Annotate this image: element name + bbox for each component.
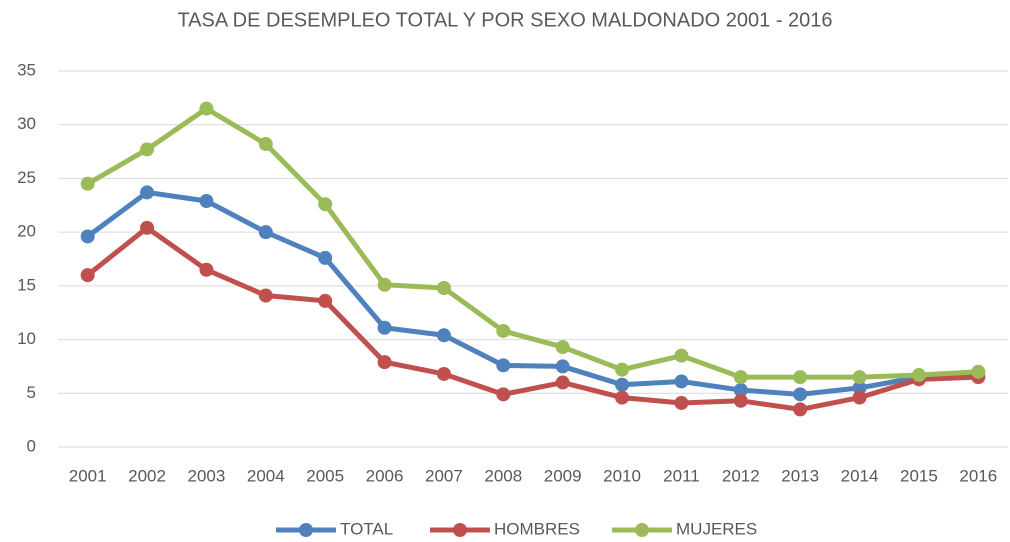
series-line (86, 225, 979, 412)
data-point (199, 193, 214, 208)
x-tick-label: 2003 (188, 466, 226, 485)
x-tick-label: 2008 (484, 466, 522, 485)
x-tick-label: 2012 (722, 466, 760, 485)
x-tick-label: 2005 (306, 466, 344, 485)
x-tick-label: 2001 (69, 466, 107, 485)
y-tick-label: 30 (17, 114, 36, 133)
data-point (258, 225, 273, 240)
legend-marker (453, 523, 467, 537)
data-point (318, 293, 333, 308)
x-tick-label: 2004 (247, 466, 285, 485)
x-tick-label: 2016 (959, 466, 997, 485)
data-point (140, 142, 155, 157)
data-point (80, 268, 95, 283)
x-tick-label: 2010 (603, 466, 641, 485)
data-point (555, 340, 570, 355)
data-point (258, 137, 273, 152)
data-point (377, 277, 392, 292)
data-point (140, 185, 155, 200)
data-point (733, 370, 748, 385)
data-point (436, 281, 451, 296)
data-point (674, 395, 689, 410)
data-point (852, 390, 867, 405)
data-point (615, 390, 630, 405)
chart-title: TASA DE DESEMPLEO TOTAL Y POR SEXO MALDO… (177, 9, 832, 31)
data-point (971, 364, 986, 379)
x-tick-label: 2009 (544, 466, 582, 485)
data-point (199, 262, 214, 277)
y-tick-label: 10 (17, 329, 36, 348)
y-tick-label: 0 (27, 436, 36, 455)
data-point (793, 402, 808, 417)
data-point (80, 176, 95, 191)
y-tick-label: 35 (17, 60, 36, 79)
data-point (436, 328, 451, 343)
data-point (140, 220, 155, 235)
data-point (555, 359, 570, 374)
data-point (496, 323, 511, 338)
data-point (911, 368, 926, 383)
data-point (377, 355, 392, 370)
legend-label: TOTAL (340, 519, 393, 538)
legend-marker (635, 523, 649, 537)
data-point (318, 197, 333, 212)
data-point (555, 375, 570, 390)
y-tick-label: 5 (27, 383, 36, 402)
x-tick-label: 2014 (841, 466, 879, 485)
legend-marker (299, 523, 313, 537)
x-tick-label: 2002 (128, 466, 166, 485)
data-point (674, 374, 689, 389)
legend-label: HOMBRES (494, 519, 580, 538)
data-point (318, 250, 333, 265)
data-point (436, 366, 451, 381)
x-tick-label: 2006 (366, 466, 404, 485)
data-point (199, 101, 214, 116)
data-point (733, 383, 748, 398)
data-point (733, 393, 748, 408)
data-point (793, 387, 808, 402)
series-line (86, 106, 979, 380)
data-point (496, 387, 511, 402)
y-tick-label: 25 (17, 168, 36, 187)
data-point (615, 362, 630, 377)
data-point (258, 288, 273, 303)
x-tick-label: 2007 (425, 466, 463, 485)
x-tick-label: 2013 (781, 466, 819, 485)
legend-label: MUJERES (676, 519, 757, 538)
series-line (86, 189, 979, 397)
data-point (674, 348, 689, 363)
data-point (793, 370, 808, 385)
y-tick-label: 20 (17, 222, 36, 241)
x-tick-label: 2015 (900, 466, 938, 485)
data-point (852, 370, 867, 385)
data-point (377, 320, 392, 335)
x-tick-label: 2011 (663, 466, 700, 485)
y-tick-label: 15 (17, 275, 36, 294)
data-point (496, 358, 511, 373)
data-point (615, 377, 630, 392)
data-point (852, 380, 867, 395)
data-point (80, 229, 95, 244)
